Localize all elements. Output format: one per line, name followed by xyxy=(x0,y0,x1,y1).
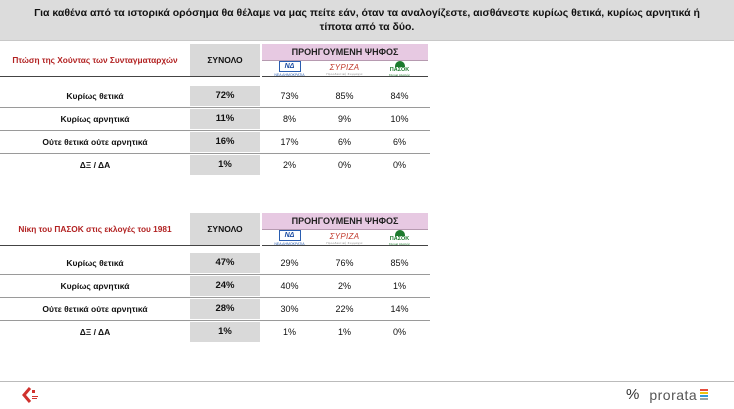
total-value: 72% xyxy=(190,86,260,106)
total-value: 11% xyxy=(190,109,260,129)
pasok-value: 6% xyxy=(392,137,406,147)
table-row: Κυρίως αρνητικά 11% 8% 9% 10% xyxy=(0,109,430,129)
nd-logo-icon: ΝΔ ΝΕΑ ΔΗΜΟΚΡΑΤΙΑ xyxy=(274,230,305,246)
syriza-value: 0% xyxy=(337,160,351,170)
table-title: Πτώση της Χούντας των Συνταγματαρχών xyxy=(0,44,190,77)
previous-vote-header: ΠΡΟΗΓΟΥΜΕΝΗ ΨΗΦΟΣ xyxy=(262,213,428,230)
pasok-value: 1% xyxy=(392,281,406,291)
row-label: Ούτε θετικά ούτε αρνητικά xyxy=(42,304,148,314)
pasok-logo-icon: ΠΑΣΟΚ Κίνημα Αλλαγής xyxy=(372,60,427,78)
nd-value: 2% xyxy=(282,160,296,170)
nd-value: 29% xyxy=(280,258,299,268)
total-value: 28% xyxy=(190,299,260,319)
syriza-logo-icon: ΣΥΡΙΖΑ Προοδευτική Συμμαχία xyxy=(326,62,363,76)
row-divider xyxy=(0,297,430,298)
row-divider xyxy=(0,153,430,154)
total-column-header: ΣΥΝΟΛΟ xyxy=(190,44,260,77)
nd-logo-icon: ΝΔ ΝΕΑ ΔΗΜΟΚΡΑΤΙΑ xyxy=(274,61,305,77)
row-label: Κυρίως θετικά xyxy=(66,91,124,101)
nd-value: 8% xyxy=(282,114,296,124)
table-row: ΔΞ / ΔΑ 1% 2% 0% 0% xyxy=(0,155,430,175)
syriza-value: 1% xyxy=(337,327,351,337)
total-value: 47% xyxy=(190,253,260,273)
syriza-value: 76% xyxy=(335,258,354,268)
syriza-value: 22% xyxy=(335,304,354,314)
table-row: Ούτε θετικά ούτε αρνητικά 28% 30% 22% 14… xyxy=(0,299,430,319)
previous-vote-header: ΠΡΟΗΓΟΥΜΕΝΗ ΨΗΦΟΣ xyxy=(262,44,428,61)
nd-value: 40% xyxy=(280,281,299,291)
party-logos-row: ΝΔ ΝΕΑ ΔΗΜΟΚΡΑΤΙΑ ΣΥΡΙΖΑ Προοδευτική Συμμα… xyxy=(262,60,428,77)
pasok-value: 14% xyxy=(390,304,409,314)
nd-value: 30% xyxy=(280,304,299,314)
syriza-value: 85% xyxy=(335,91,354,101)
percent-icon: % xyxy=(626,386,640,403)
row-divider xyxy=(0,130,430,131)
total-value: 1% xyxy=(190,322,260,342)
syriza-logo-icon: ΣΥΡΙΖΑ Προοδευτική Συμμαχία xyxy=(326,231,363,245)
syriza-value: 2% xyxy=(337,281,351,291)
row-label: Κυρίως θετικά xyxy=(66,258,124,268)
pasok-value: 85% xyxy=(390,258,409,268)
row-label: Κυρίως αρνητικά xyxy=(60,281,130,291)
table-row: Ούτε θετικά ούτε αρνητικά 16% 17% 6% 6% xyxy=(0,132,430,152)
footer-divider xyxy=(0,381,734,382)
syriza-value: 6% xyxy=(337,137,351,147)
total-value: 1% xyxy=(190,155,260,175)
row-divider xyxy=(0,107,430,108)
table-row: Κυρίως θετικά 72% 73% 85% 84% xyxy=(0,86,430,106)
pasok-value: 0% xyxy=(392,327,406,337)
table-row: Κυρίως αρνητικά 24% 40% 2% 1% xyxy=(0,276,430,296)
brand-bars-icon xyxy=(700,389,709,401)
pasok-value: 84% xyxy=(390,91,409,101)
pasok-value: 0% xyxy=(392,160,406,170)
row-label: ΔΞ / ΔΑ xyxy=(79,160,111,170)
total-column-header: ΣΥΝΟΛΟ xyxy=(190,213,260,246)
nd-value: 73% xyxy=(280,91,299,101)
party-logos-row: ΝΔ ΝΕΑ ΔΗΜΟΚΡΑΤΙΑ ΣΥΡΙΖΑ Προοδευτική Συμμα… xyxy=(262,229,428,246)
row-divider xyxy=(0,320,430,321)
total-value: 24% xyxy=(190,276,260,296)
row-label: Κυρίως αρνητικά xyxy=(60,114,130,124)
syriza-value: 9% xyxy=(337,114,351,124)
question-text: Για καθένα από τα ιστορικά ορόσημα θα θέ… xyxy=(34,7,700,33)
prorata-logo: % prorata xyxy=(626,386,709,403)
total-value: 16% xyxy=(190,132,260,152)
row-divider xyxy=(0,274,430,275)
pasok-value: 10% xyxy=(390,114,409,124)
row-label: Ούτε θετικά ούτε αρνητικά xyxy=(42,137,148,147)
institute-logo-icon xyxy=(22,387,42,403)
nd-value: 17% xyxy=(280,137,299,147)
table-row: Κυρίως θετικά 47% 29% 76% 85% xyxy=(0,253,430,273)
row-label: ΔΞ / ΔΑ xyxy=(79,327,111,337)
table-row: ΔΞ / ΔΑ 1% 1% 1% 0% xyxy=(0,322,430,342)
table-title: Νίκη του ΠΑΣΟΚ στις εκλογές του 1981 xyxy=(0,213,190,246)
question-header: Για καθένα από τα ιστορικά ορόσημα θα θέ… xyxy=(0,0,734,41)
pasok-logo-icon: ΠΑΣΟΚ Κίνημα Αλλαγής xyxy=(372,229,427,247)
brand-name: prorata xyxy=(649,386,698,403)
nd-value: 1% xyxy=(282,327,296,337)
